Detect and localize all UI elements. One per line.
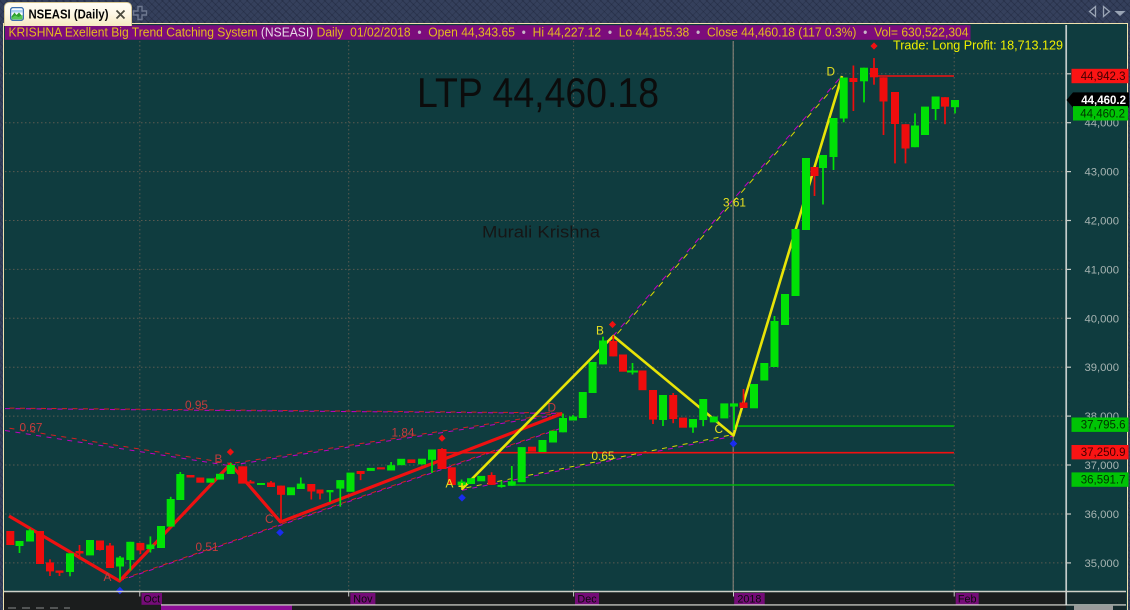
svg-text:1.84: 1.84 [392, 426, 415, 440]
svg-text:42,000: 42,000 [1084, 216, 1119, 228]
svg-text:44,460.2: 44,460.2 [1080, 108, 1125, 120]
svg-text:A: A [446, 477, 454, 491]
svg-text:39,000: 39,000 [1084, 362, 1119, 374]
svg-text:40,000: 40,000 [1084, 313, 1119, 325]
svg-text:44,942.3: 44,942.3 [1081, 71, 1126, 83]
svg-text:0.65: 0.65 [592, 449, 615, 463]
svg-text:43,000: 43,000 [1084, 167, 1119, 179]
svg-text:36,591.7: 36,591.7 [1081, 475, 1126, 487]
svg-text:C: C [265, 512, 274, 526]
svg-text:KRISHNA Exellent Big Trend Cat: KRISHNA Exellent Big Trend Catching Syst… [9, 25, 969, 39]
svg-text:B: B [596, 324, 604, 338]
svg-text:3.61: 3.61 [723, 196, 746, 210]
svg-text:Feb: Feb [958, 594, 977, 606]
svg-text:36,000: 36,000 [1084, 509, 1119, 521]
svg-text:37,795.6: 37,795.6 [1081, 420, 1126, 432]
svg-text:2018: 2018 [737, 594, 761, 606]
svg-text:0.95: 0.95 [185, 398, 208, 412]
svg-text:0.67: 0.67 [20, 421, 43, 435]
svg-text:41,000: 41,000 [1084, 264, 1119, 276]
svg-text:A: A [104, 570, 112, 584]
svg-text:LTP 44,460.18: LTP 44,460.18 [417, 69, 659, 116]
svg-text:0.51: 0.51 [196, 540, 219, 554]
svg-text:37,250.9: 37,250.9 [1081, 447, 1126, 459]
svg-text:44,460.2: 44,460.2 [1081, 95, 1126, 107]
svg-text:B: B [215, 452, 223, 466]
svg-text:D: D [827, 65, 836, 79]
svg-text:D: D [548, 401, 557, 415]
svg-text:37,000: 37,000 [1084, 460, 1119, 472]
svg-text:Oct: Oct [143, 594, 160, 606]
svg-text:Nov: Nov [353, 594, 373, 606]
svg-text:NSEASI (Daily): NSEASI (Daily) [29, 6, 109, 21]
svg-text:Murali Krishna: Murali Krishna [482, 223, 601, 242]
svg-text:C: C [715, 422, 724, 436]
svg-text:Trade: Long Profit: 18,713.129: Trade: Long Profit: 18,713.129 [893, 37, 1063, 52]
svg-text:44,000: 44,000 [1084, 118, 1119, 130]
svg-text:35,000: 35,000 [1084, 558, 1119, 570]
svg-text:Dec: Dec [577, 594, 597, 606]
